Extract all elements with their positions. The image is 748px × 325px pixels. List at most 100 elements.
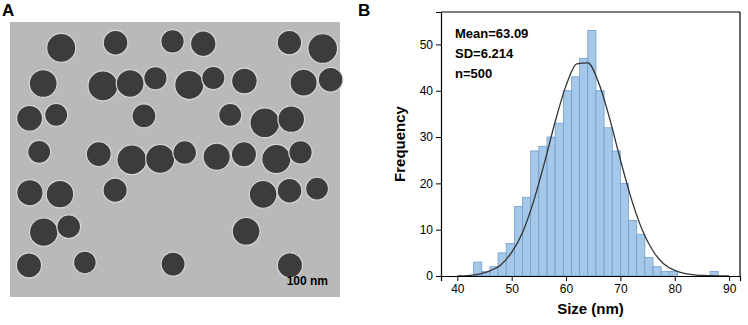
tick-mark	[457, 276, 458, 281]
particle	[144, 67, 167, 90]
scale-bar-label: 100 nm	[287, 274, 328, 288]
tick: 60	[560, 276, 574, 296]
tick-label: 10	[420, 223, 434, 237]
particle	[161, 252, 185, 276]
annotation: SD=6.214	[455, 46, 514, 61]
particle	[290, 69, 317, 96]
histogram-bar	[669, 271, 677, 276]
particle	[117, 145, 147, 175]
axis-line	[442, 277, 741, 282]
tick-mark	[436, 91, 441, 92]
tick: 20	[420, 177, 441, 191]
annotation: n=500	[455, 66, 492, 81]
particle	[46, 180, 74, 208]
tick-label: 30	[420, 130, 434, 144]
tick-mark	[436, 44, 441, 45]
histogram-bar	[571, 77, 579, 276]
plot-area	[457, 31, 729, 276]
particle	[175, 70, 204, 99]
particle	[250, 108, 280, 138]
particle	[16, 253, 41, 278]
tick-mark	[512, 276, 513, 281]
particle	[29, 218, 57, 246]
tick-label: 0	[426, 269, 433, 283]
histogram-bar	[523, 197, 531, 276]
tick: 50	[505, 276, 519, 296]
particle	[202, 66, 225, 89]
histogram-bar	[653, 267, 661, 276]
particle	[232, 217, 260, 245]
particle	[116, 70, 144, 98]
fit-curve	[457, 63, 729, 276]
particle	[308, 34, 338, 64]
histogram-bar	[620, 183, 628, 276]
histogram-bar	[555, 123, 563, 276]
histogram-bar	[629, 220, 637, 276]
histogram-bar	[539, 146, 547, 276]
histogram-bar	[645, 257, 653, 276]
tick-mark	[566, 276, 567, 281]
particle	[249, 180, 277, 208]
particle	[318, 67, 343, 92]
panel-label: A	[2, 1, 14, 20]
particle	[103, 30, 128, 55]
particle	[45, 103, 68, 126]
particle	[203, 143, 230, 170]
panel-label: B	[358, 1, 370, 20]
tick-label: 90	[723, 282, 737, 296]
tick-label: 40	[451, 282, 465, 296]
tick: 80	[669, 276, 683, 296]
particle	[132, 104, 156, 128]
tick-mark	[436, 137, 441, 138]
histogram-bar	[563, 91, 571, 276]
tick-mark	[620, 276, 621, 281]
particle	[29, 70, 57, 98]
particle	[173, 141, 197, 165]
tick: 50	[420, 38, 441, 52]
particle	[86, 142, 111, 167]
tick-label: 70	[614, 282, 628, 296]
particle	[28, 140, 51, 163]
histogram-bar	[604, 128, 612, 276]
tick-label: 40	[420, 84, 434, 98]
annotation: Mean=63.09	[455, 26, 528, 41]
frame-top	[441, 11, 740, 12]
tick: 70	[614, 276, 628, 296]
particle	[57, 215, 81, 239]
x-axis-title: Size (nm)	[557, 300, 624, 317]
tick: 10	[420, 223, 441, 237]
x-axis: 40 50 60 70 80 90	[442, 276, 741, 296]
histogram-bar	[637, 234, 645, 276]
micrograph	[10, 22, 343, 297]
particle	[161, 30, 184, 53]
histogram-bar	[506, 244, 514, 276]
particle	[277, 30, 301, 54]
histogram-bar	[661, 271, 669, 276]
particle	[277, 178, 302, 203]
particle	[231, 142, 256, 167]
tick-label: 60	[560, 282, 574, 296]
histogram-bar	[612, 151, 620, 276]
particle	[262, 144, 291, 173]
tick: 30	[420, 130, 441, 144]
histogram-bar	[547, 137, 555, 276]
tick-label: 20	[420, 177, 434, 191]
tick: 40	[420, 84, 441, 98]
frame-right	[739, 12, 740, 276]
histogram-bar	[580, 58, 588, 276]
tick: 40	[451, 276, 465, 296]
particle	[74, 251, 97, 274]
particle	[17, 105, 43, 131]
particle	[146, 144, 175, 173]
particle	[103, 178, 127, 202]
particle	[219, 103, 242, 126]
particle	[88, 71, 118, 101]
particle	[306, 177, 329, 200]
tick-label: 80	[669, 282, 683, 296]
y-axis: 0 10 20 30 40 50	[420, 13, 442, 284]
tick: 0	[426, 269, 441, 283]
particle	[17, 180, 43, 206]
particle	[232, 68, 258, 94]
tick-mark	[436, 230, 441, 231]
tick-label: 50	[505, 282, 519, 296]
